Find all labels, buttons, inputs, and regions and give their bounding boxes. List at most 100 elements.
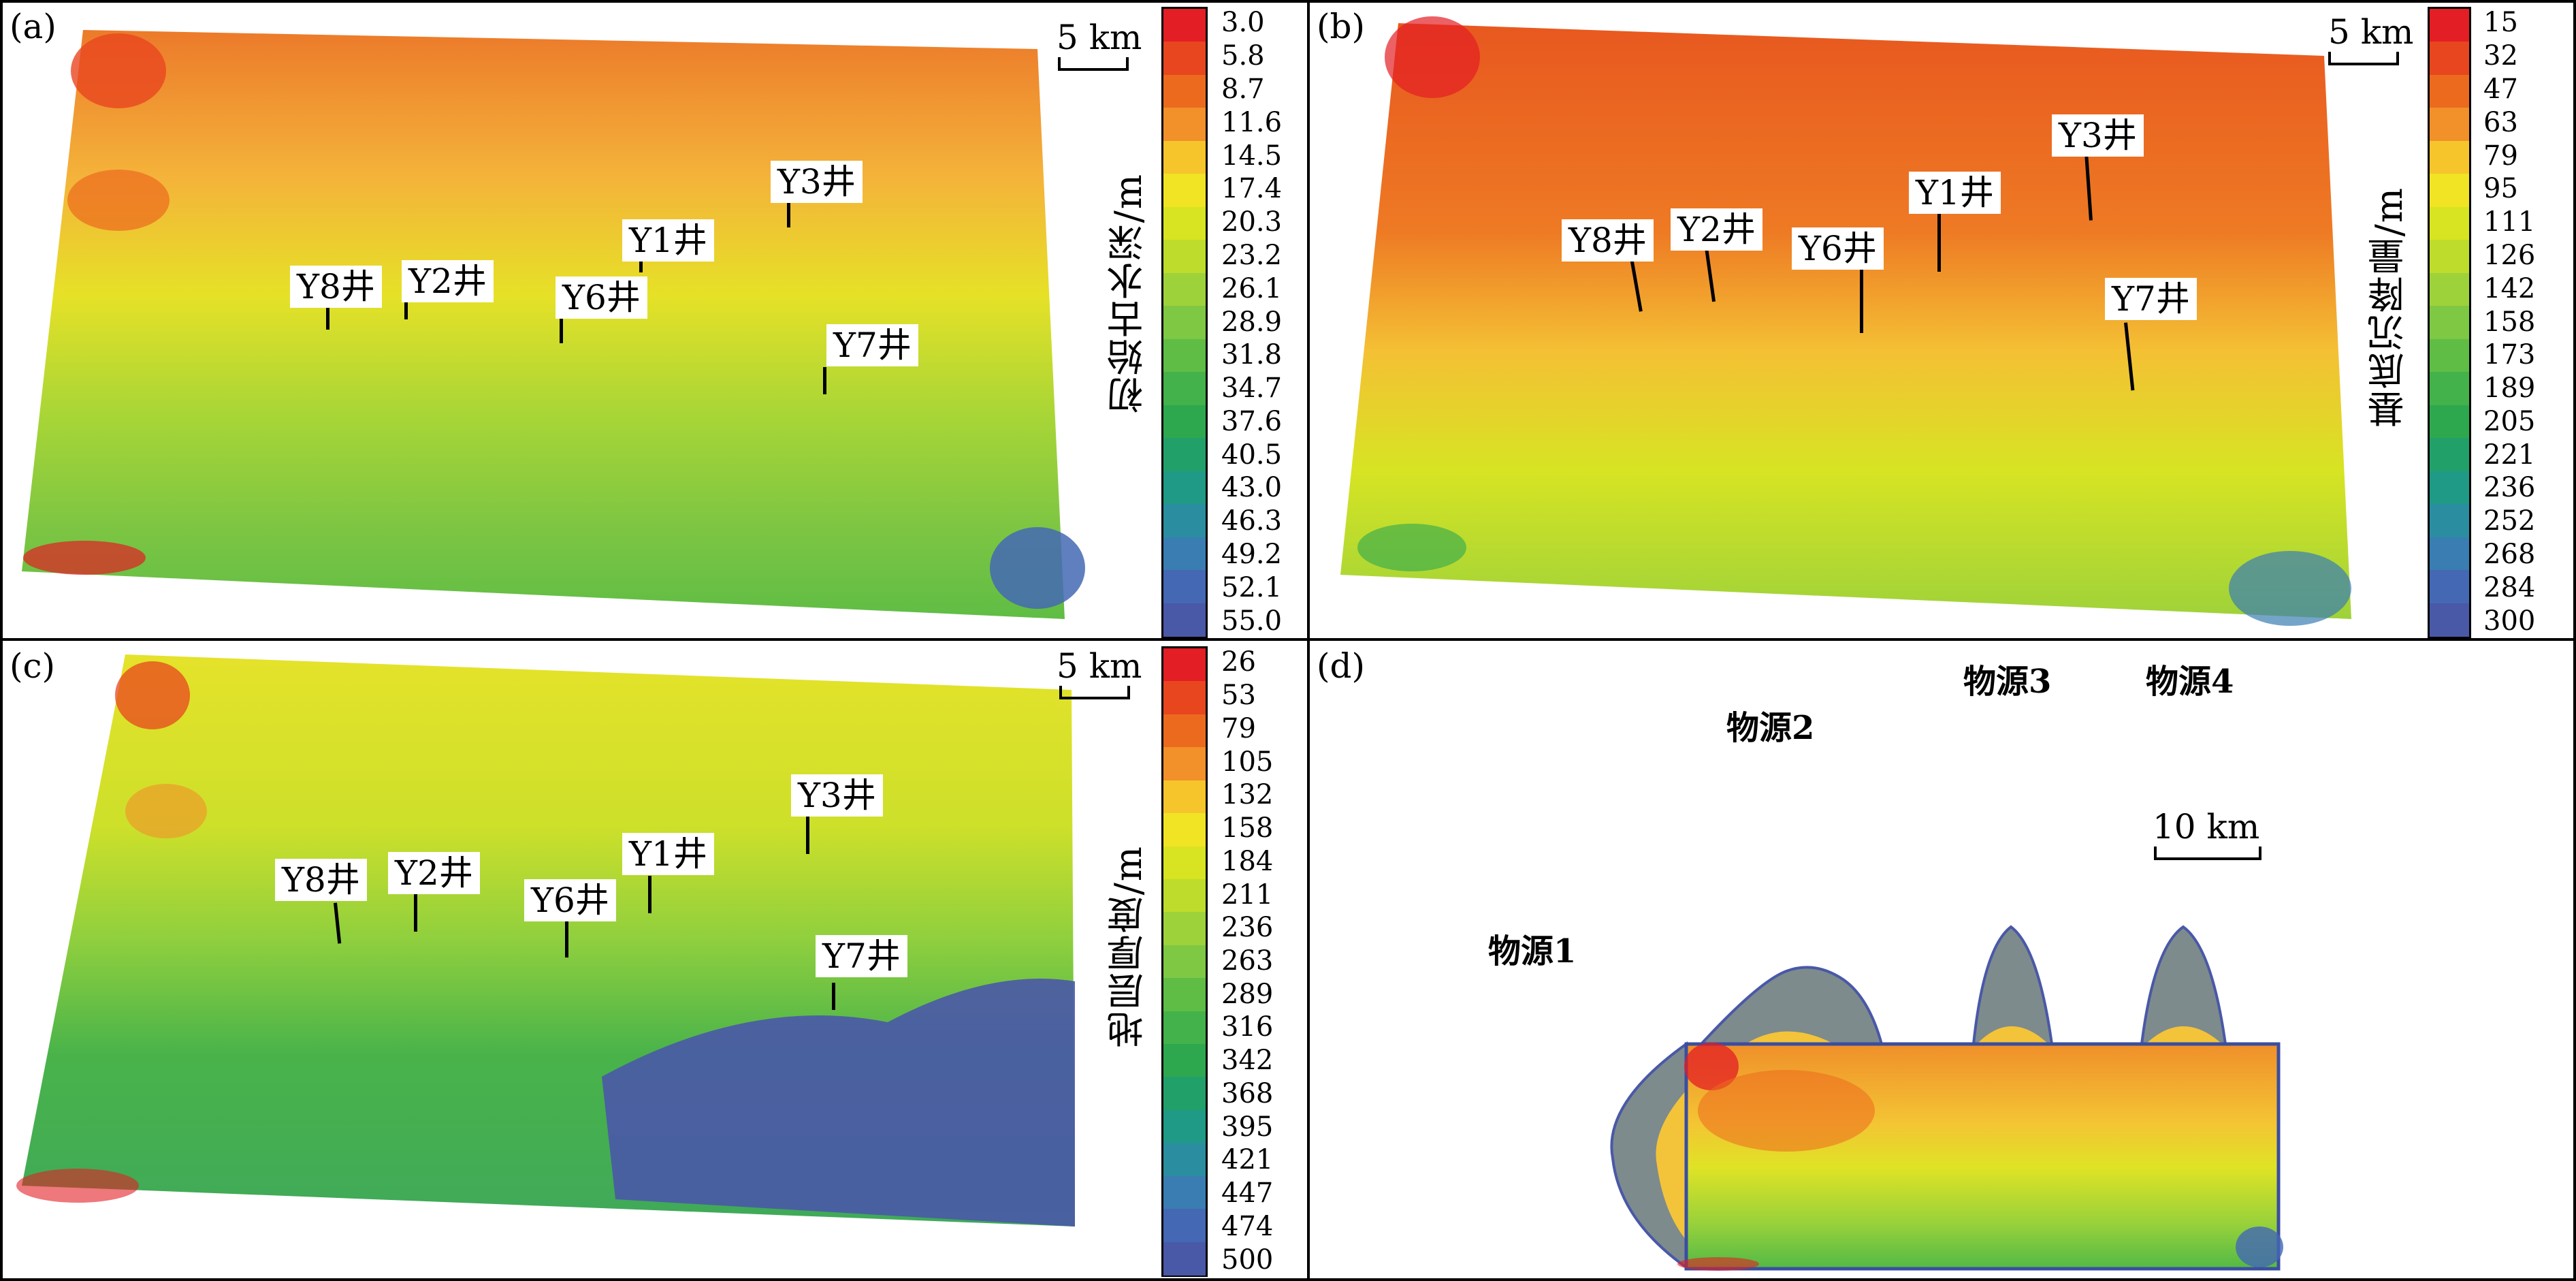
colorbar-cell [1163,780,1206,815]
panel-b: (b) 5 km Y3井 Y1井 Y8井 Y2井 Y6井 Y7井 基底沉降量/m… [1307,0,2576,641]
colorbar-tick: 43.0 [1221,472,1283,504]
colorbar-tick: 32 [2483,40,2518,72]
colorbar-tick: 15 [2483,7,2518,39]
well-stick [560,316,563,343]
well-label-y7: Y7井 [826,324,918,366]
colorbar-tick: 142 [2483,272,2536,304]
colorbar-cell [1163,570,1206,604]
colorbar-cell [1163,240,1206,274]
colorbar-tick: 26 [1221,646,1256,678]
colorbar-tick: 17.4 [1221,173,1283,205]
colorbar-tick: 49.2 [1221,539,1283,571]
colorbar-cell [1163,108,1206,142]
colorbar-tick: 111 [2483,206,2536,238]
colorbar-tick: 421 [1221,1144,1274,1176]
panel-label: (d) [1317,646,1366,686]
colorbar-cell [1163,206,1206,241]
colorbar [1161,646,1208,1277]
colorbar-cell [1163,537,1206,571]
source-label-4: 物源4 [2146,663,2234,701]
well-label-y7: Y7井 [816,935,907,977]
well-label-y6: Y6井 [1792,227,1884,270]
colorbar-tick: 189 [2483,373,2536,405]
colorbar-tick: 205 [2483,405,2536,437]
colorbar-tick: 289 [1221,978,1274,1010]
panel-label: (c) [10,646,56,686]
colorbar-tick: 26.1 [1221,272,1283,304]
colorbar-tick: 95 [2483,173,2518,205]
colorbar-cell [2430,372,2469,406]
colorbar-cell [2430,537,2469,571]
colorbar-cell [2430,272,2469,307]
colorbar-cell [2430,174,2469,208]
colorbar-tick: 79 [2483,140,2518,172]
colorbar-cell [1163,747,1206,781]
colorbar-tick: 132 [1221,779,1274,811]
scale-label: 10 km [2153,807,2260,847]
colorbar-tick: 300 [2483,605,2536,637]
colorbar-cell [2430,405,2469,439]
axis-label: 基底沉降量/m [2368,187,2411,428]
scale-label: 5 km [1057,18,1142,57]
source-label-3: 物源3 [1963,663,2052,701]
colorbar-tick: 31.8 [1221,339,1283,371]
colorbar-tick: 474 [1221,1210,1274,1242]
colorbar-cell [1163,603,1206,637]
colorbar-tick: 500 [1221,1244,1274,1276]
colorbar-tick: 252 [2483,505,2536,537]
colorbar-cell [1163,1175,1206,1210]
well-label-y1: Y1井 [1909,172,2001,214]
colorbar-tick: 53 [1221,680,1256,712]
colorbar-tick: 63 [2483,106,2518,138]
colorbar-tick: 395 [1221,1111,1274,1143]
colorbar-tick: 79 [1221,712,1256,744]
axis-label: 地层厚度/m [1107,845,1150,1048]
well-stick [823,367,826,394]
colorbar-cell [1163,714,1206,748]
colorbar-tick: 5.8 [1221,40,1265,72]
well-label-y7: Y7井 [2105,278,2197,320]
well-label-y8: Y8井 [290,266,382,308]
colorbar-tick: 342 [1221,1045,1274,1077]
colorbar-cell [2430,438,2469,472]
colorbar-tick: 55.0 [1221,605,1283,637]
colorbar-tick: 105 [1221,746,1274,778]
colorbar-cell [1163,1143,1206,1177]
well-label-y3: Y3井 [2052,114,2144,157]
well-stick [648,876,651,913]
well-stick [1937,207,1941,272]
colorbar-tick: 221 [2483,439,2536,471]
scale-bar [2154,847,2261,860]
panel-d: (d) 物源1 物源2 物源3 物源4 10 km [1307,638,2576,1281]
colorbar [2428,7,2471,638]
scale-label: 5 km [1057,646,1142,686]
colorbar-tick: 268 [2483,539,2536,571]
well-stick [639,259,643,272]
colorbar-tick: 236 [1221,912,1274,944]
colorbar-tick: 126 [2483,239,2536,271]
colorbar-tick: 23.2 [1221,239,1283,271]
colorbar-tick: 11.6 [1221,106,1283,138]
colorbar-tick: 28.9 [1221,306,1283,338]
colorbar-tick: 158 [2483,306,2536,338]
colorbar-cell [2430,42,2469,76]
well-label-y3: Y3井 [771,161,863,203]
colorbar-ticks: 26 53 79 105 132 158 184 211 236 263 289 316 342 368 3… [1221,646,1303,1277]
well-label-y6: Y6井 [524,879,616,921]
axis-label: 初始古水深/m [1107,173,1150,414]
colorbar-cell [2430,206,2469,241]
colorbar-tick: 263 [1221,945,1274,977]
source-diagram [1610,925,2283,1271]
well-label-y8: Y8井 [275,859,367,901]
colorbar-cell [2430,108,2469,142]
well-stick [787,200,790,227]
source-label-2: 物源2 [1726,709,1815,747]
map-b [1340,16,2351,626]
source-label-1: 物源1 [1488,932,1577,970]
colorbar-tick: 173 [2483,339,2536,371]
colorbar-cell [1163,1044,1206,1078]
colorbar-tick: 40.5 [1221,439,1283,471]
colorbar-tick: 8.7 [1221,73,1265,105]
colorbar-tick: 211 [1221,879,1274,911]
well-label-y8: Y8井 [1562,219,1654,262]
